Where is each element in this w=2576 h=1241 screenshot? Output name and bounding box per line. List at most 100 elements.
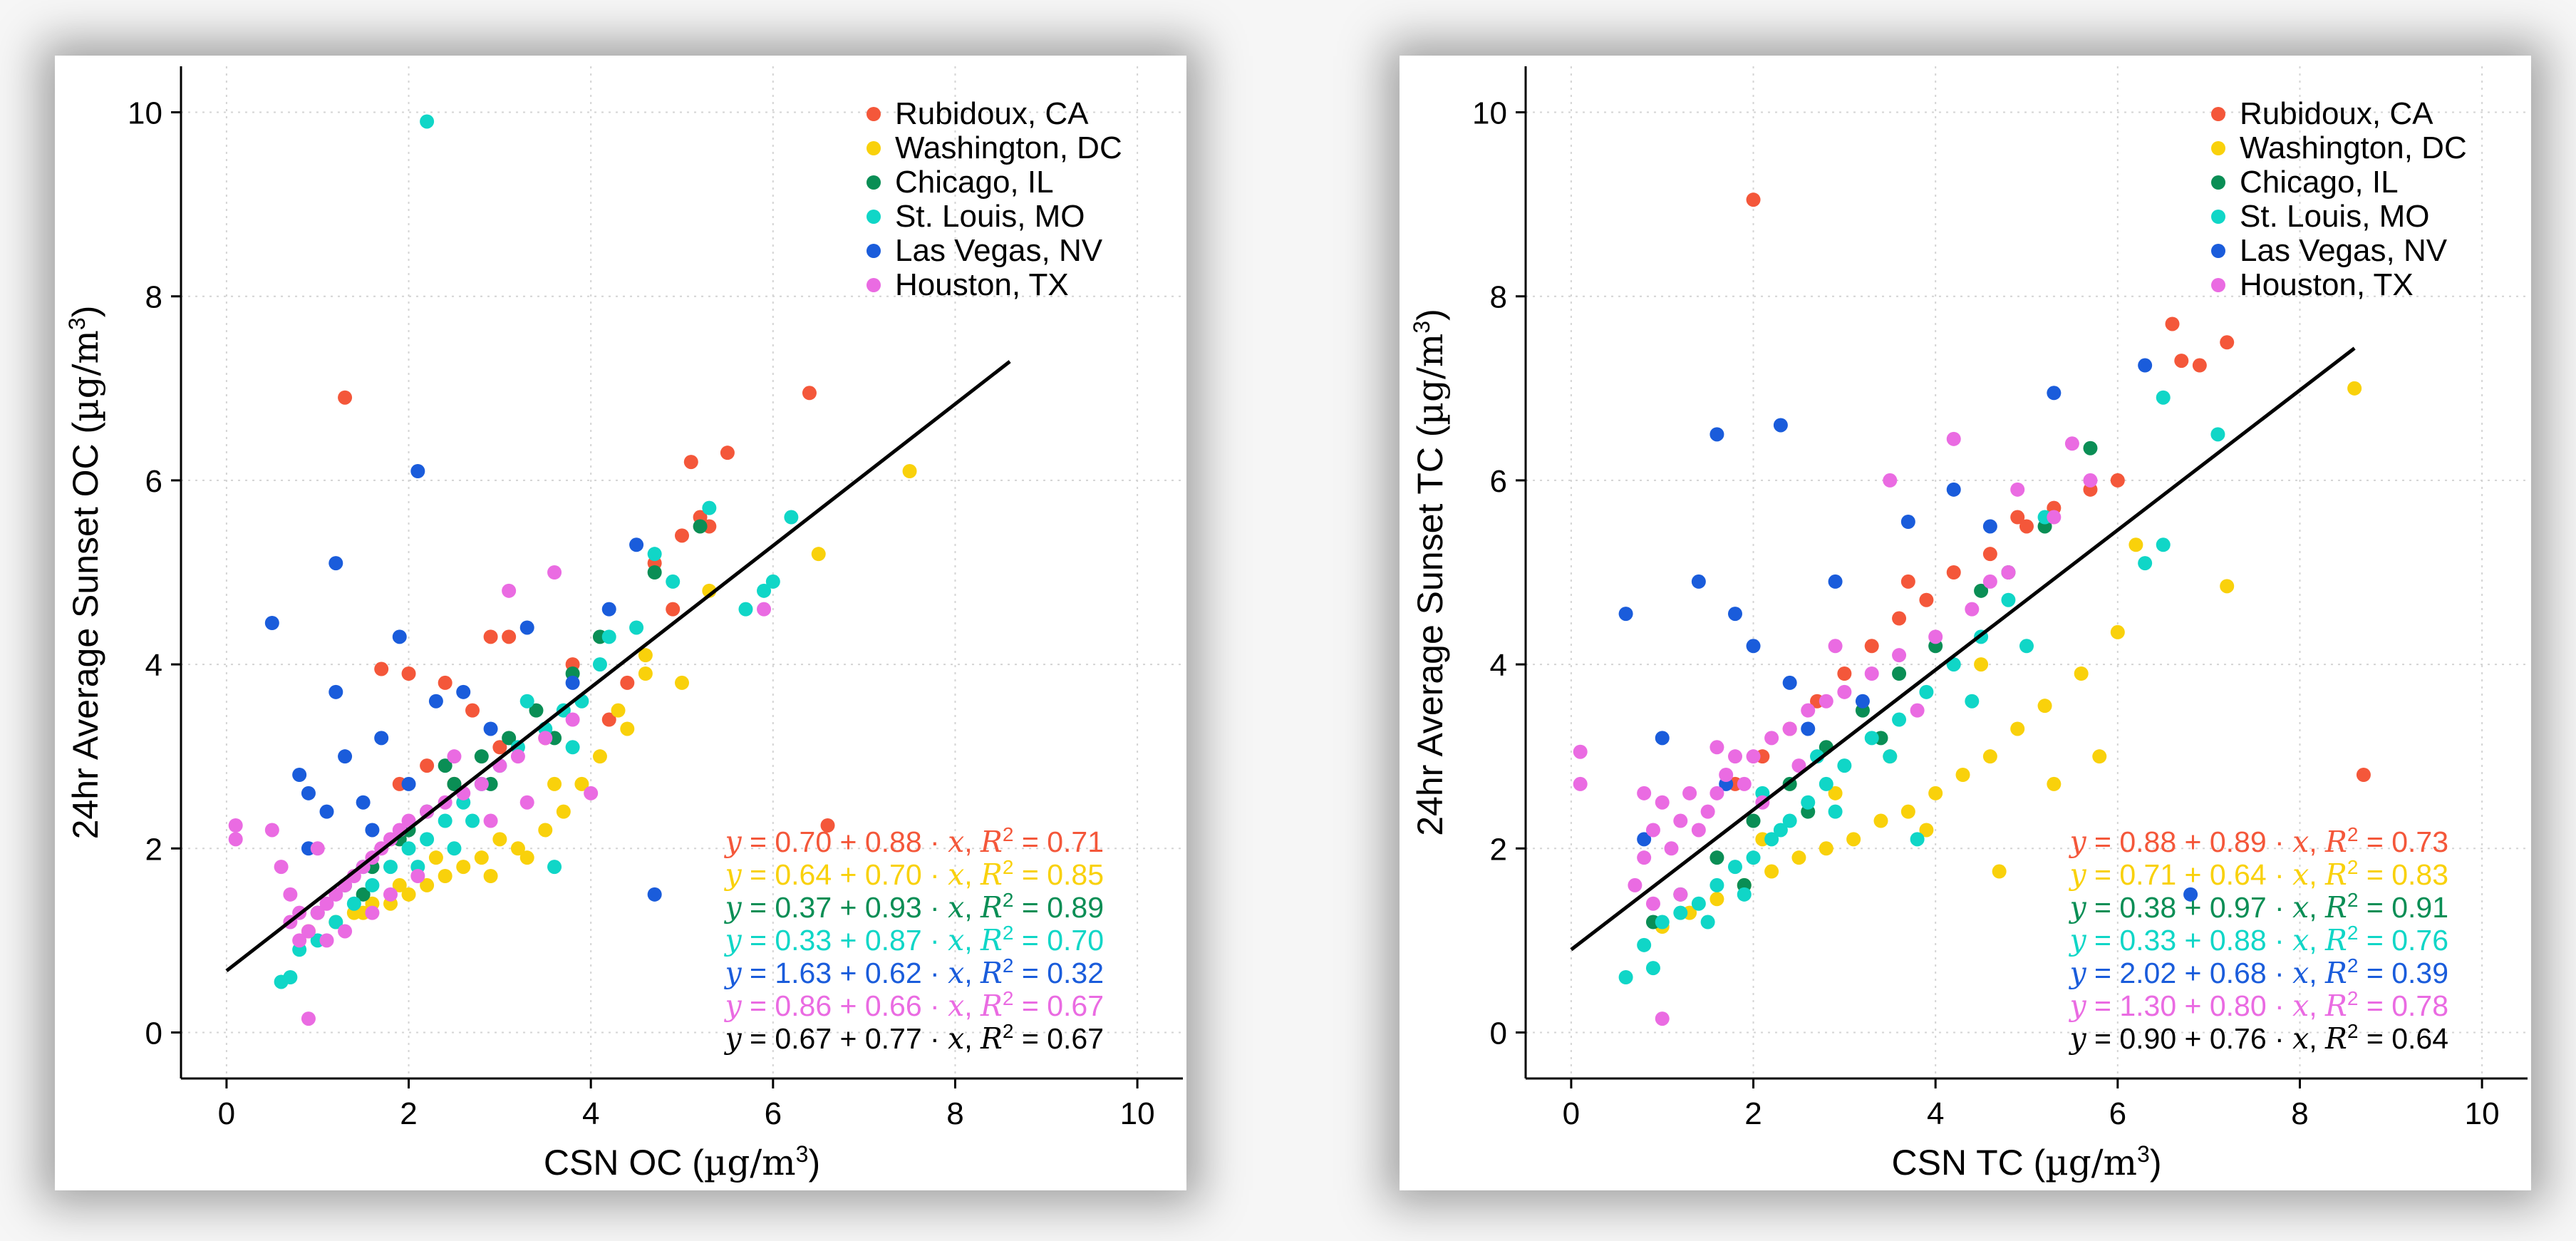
oc-point-washington-6: [574, 776, 589, 791]
oc-legend-marker-lasvegas: [867, 244, 881, 258]
oc-point-lasvegas-1: [329, 556, 343, 571]
tc-y-tick-label-6: 6: [1490, 464, 1507, 499]
tc-point-washington-11: [1846, 832, 1861, 847]
tc-scatter-chart: 0 2 4 6 8 10 0 2 4 6 8 10 CSN TC (µg/m3) 24hr Average…: [1409, 66, 2528, 1183]
tc-point-houston-3: [1628, 877, 1643, 892]
tc-point-stlouis-8: [1919, 684, 1934, 699]
oc-point-houston-23: [510, 749, 525, 764]
oc-point-houston-21: [474, 776, 489, 791]
tc-point-stlouis-17: [1727, 860, 1742, 875]
oc-point-stlouis-18: [401, 841, 416, 856]
oc-point-lasvegas-13: [319, 804, 334, 819]
tc-point-lasvegas-11: [1801, 721, 1816, 736]
tc-point-houston-4: [1637, 850, 1652, 865]
tc-x-tick-label-0: 0: [1563, 1096, 1580, 1131]
oc-point-stlouis-21: [346, 896, 361, 911]
oc-point-washington-29: [620, 721, 635, 736]
oc-point-houston-0: [228, 818, 243, 833]
oc-x-tick-label-0: 0: [218, 1096, 235, 1131]
tc-x-tick-label-4: 4: [1927, 1096, 1944, 1131]
tc-legend-marker-chicago: [2211, 175, 2225, 190]
tc-y-tick-label-8: 8: [1490, 280, 1507, 315]
tc-point-houston-8: [1673, 813, 1688, 828]
oc-point-rubidoux-1: [802, 386, 817, 401]
tc-point-stlouis-32: [2019, 639, 2034, 654]
tc-point-stlouis-13: [1801, 795, 1816, 810]
tc-series-3: [1618, 390, 2225, 984]
tc-point-lasvegas-6: [2047, 386, 2062, 401]
tc-point-rubidoux-19: [2356, 768, 2371, 782]
tc-point-houston-13: [1719, 768, 1734, 782]
oc-point-stlouis-29: [519, 694, 534, 709]
oc-point-houston-31: [283, 887, 298, 902]
oc-point-lasvegas-7: [428, 694, 443, 709]
tc-point-stlouis-11: [1837, 758, 1852, 773]
oc-point-chicago-4: [529, 703, 544, 718]
oc-legend-label-washington: Washington, DC: [895, 130, 1122, 165]
tc-point-stlouis-19: [1691, 896, 1706, 911]
oc-series-4: [264, 464, 662, 902]
oc-point-rubidoux-10: [502, 629, 517, 644]
oc-point-lasvegas-16: [519, 620, 534, 635]
tc-point-washington-13: [1791, 850, 1806, 865]
oc-point-lasvegas-10: [292, 768, 307, 782]
tc-point-lasvegas-7: [1946, 482, 1961, 497]
oc-y-tick-label-8: 8: [145, 280, 162, 315]
oc-point-stlouis-5: [738, 602, 753, 617]
oc-point-stlouis-19: [383, 860, 398, 875]
tc-point-houston-24: [1928, 629, 1943, 644]
oc-point-rubidoux-14: [820, 818, 835, 833]
tc-point-rubidoux-11: [1919, 592, 1934, 607]
oc-point-washington-12: [456, 860, 471, 875]
oc-point-lasvegas-18: [365, 823, 380, 838]
oc-point-houston-6: [301, 924, 316, 939]
tc-point-stlouis-12: [1819, 776, 1833, 791]
oc-point-washington-24: [547, 776, 562, 791]
tc-x-tick-label-10: 10: [2465, 1096, 2500, 1131]
tc-point-rubidoux-2: [2220, 335, 2235, 350]
tc-point-stlouis-1: [2156, 390, 2171, 405]
tc-point-washington-7: [1955, 768, 1970, 782]
tc-point-stlouis-0: [2210, 427, 2225, 442]
tc-equation-lasvegas: y = 2.02 + 0.68 · x, R2 = 0.39: [2068, 954, 2448, 991]
tc-point-houston-18: [1782, 721, 1797, 736]
oc-point-lasvegas-19: [401, 776, 416, 791]
tc-point-washington-8: [1928, 786, 1943, 800]
oc-point-lasvegas-3: [629, 537, 644, 552]
tc-point-rubidoux-12: [1892, 611, 1907, 626]
oc-point-lasvegas-12: [356, 795, 371, 810]
oc-point-houston-29: [383, 887, 398, 902]
tc-point-washington-27: [1919, 823, 1934, 838]
oc-scatter-chart: 0 2 4 6 8 10 0 2 4 6 8 10 CSN OC (µg/m3) 24hr Average…: [64, 66, 1183, 1183]
tc-point-lasvegas-15: [2183, 887, 2198, 902]
tc-point-stlouis-15: [1764, 832, 1779, 847]
oc-point-rubidoux-11: [438, 675, 452, 690]
oc-point-stlouis-2: [702, 500, 717, 515]
tc-point-houston-41: [1982, 574, 1997, 589]
oc-point-stlouis-20: [365, 877, 380, 892]
oc-point-washington-26: [392, 877, 407, 892]
oc-point-stlouis-33: [592, 657, 607, 672]
oc-equations: y = 0.70 + 0.88 · x, R2 = 0.71y = 0.64 +…: [723, 823, 1104, 1056]
tc-point-houston-6: [1655, 795, 1670, 810]
oc-point-rubidoux-17: [465, 703, 480, 718]
oc-point-houston-38: [365, 905, 380, 920]
tc-y-tick-label-0: 0: [1490, 1016, 1507, 1051]
tc-point-lasvegas-16: [1855, 694, 1870, 709]
oc-point-washington-11: [474, 850, 489, 865]
tc-point-stlouis-21: [1655, 915, 1670, 930]
oc-point-stlouis-7: [629, 620, 644, 635]
oc-legend-label-houston: Houston, TX: [895, 267, 1069, 302]
oc-point-washington-20: [483, 869, 498, 883]
tc-x-axis-title: CSN TC (µg/m3): [1892, 1141, 2162, 1183]
oc-point-rubidoux-18: [420, 758, 435, 773]
tc-grid: [1526, 66, 2528, 1078]
tc-legend-marker-washington: [2211, 141, 2225, 155]
tc-point-houston-39: [1709, 740, 1724, 755]
oc-point-stlouis-17: [420, 832, 435, 847]
tc-point-washington-1: [2220, 579, 2235, 594]
tc-point-washington-24: [1828, 786, 1843, 800]
tc-point-washington-3: [2074, 666, 2089, 681]
tc-point-houston-28: [2083, 473, 2098, 488]
oc-point-washington-9: [510, 841, 525, 856]
